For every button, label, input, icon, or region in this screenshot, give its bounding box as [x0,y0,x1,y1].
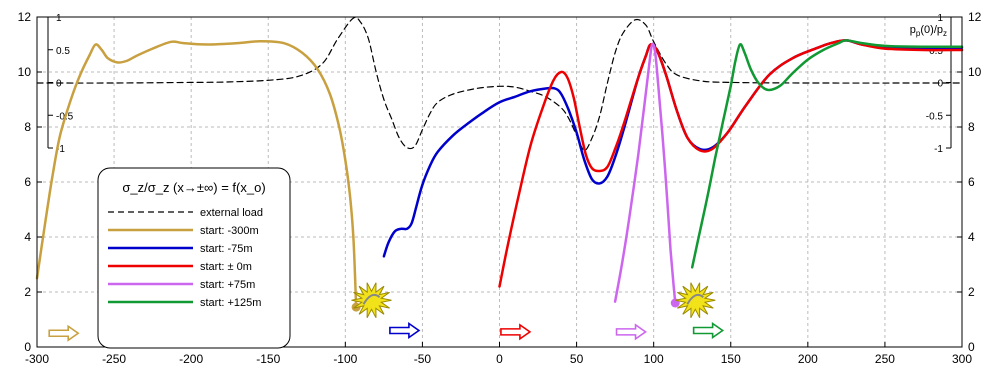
inner-tick-label: 1 [56,13,62,24]
axes: -300 -250 -200 -150 -100 -50 0 50 100 150 200 250 30… [18,10,982,366]
y-tick-label: 4 [24,230,31,244]
direction-arrow [692,321,725,340]
legend-label: start: -300m [200,225,259,237]
x-tick-label: -200 [179,352,203,366]
right-axis-label: pp(0)/pz [910,24,947,38]
series-line-5 [690,39,964,269]
x-tick-label: -50 [414,352,432,366]
y-tick-label: 10 [18,65,32,79]
legend-label: external load [200,207,263,219]
series-line-1 [35,39,358,309]
decorations [48,282,725,342]
y-tick-label-right: 4 [968,230,975,244]
x-tick-label: 50 [570,352,584,366]
inner-tick-label: 0 [937,79,943,90]
y-tick-label-right: 6 [968,175,975,189]
y-tick-label-right: 8 [968,120,975,134]
inner-tick-label: -1 [934,144,943,155]
legend-label: start: ± 0m [200,261,252,273]
burst-icon [351,282,392,319]
series-line-0 [36,16,963,151]
x-tick-label: -250 [102,352,126,366]
inner-tick-label: -0.5 [926,111,944,122]
burst-crack [362,293,381,305]
x-tick-label: 100 [644,352,664,366]
y-tick-label: 12 [18,10,32,24]
legend-box [97,167,291,349]
y-tick-label-right: 0 [968,340,975,354]
x-tick-label: -100 [333,352,357,366]
inner-tick-label: 0.5 [56,46,70,57]
direction-arrow [389,321,421,340]
x-tick-label: -300 [25,352,49,366]
y-tick-label: 0 [24,340,31,354]
y-tick-label-right: 2 [968,285,975,299]
x-tick-label: 150 [721,352,741,366]
legend: σ_z/σ_z (x→±∞) = f(x_o) external load star… [97,167,291,349]
direction-arrow [48,324,80,342]
legend-title: σ_z/σ_z (x→±∞) = f(x_o) [122,180,265,195]
series-line-3 [498,39,964,288]
legend-label: start: -75m [200,243,253,255]
y-tick-label-right: 12 [968,10,982,24]
legend-label: start: +125m [200,297,261,309]
inner-tick-label: -1 [56,144,65,155]
series-layer [35,16,964,309]
burst-crack [686,293,704,305]
x-tick-label: 200 [798,352,818,366]
x-tick-label: -150 [256,352,280,366]
inner-tick-label: 1 [937,13,943,24]
x-tick-label: 250 [875,352,895,366]
series-line-4 [613,42,677,305]
grid [37,17,962,347]
direction-arrow [615,323,647,341]
direction-arrow [500,323,532,341]
y-tick-label-right: 10 [968,65,982,79]
y-tick-label: 6 [24,175,31,189]
y-tick-label: 2 [24,285,31,299]
x-tick-label: 0 [496,352,503,366]
inner-tick-label: 0 [56,79,62,90]
y-tick-label: 8 [24,120,31,134]
x-tick-label: 300 [952,352,972,366]
series-line-2 [382,39,964,258]
burst-icon [675,282,716,319]
legend-label: start: +75m [200,279,255,291]
